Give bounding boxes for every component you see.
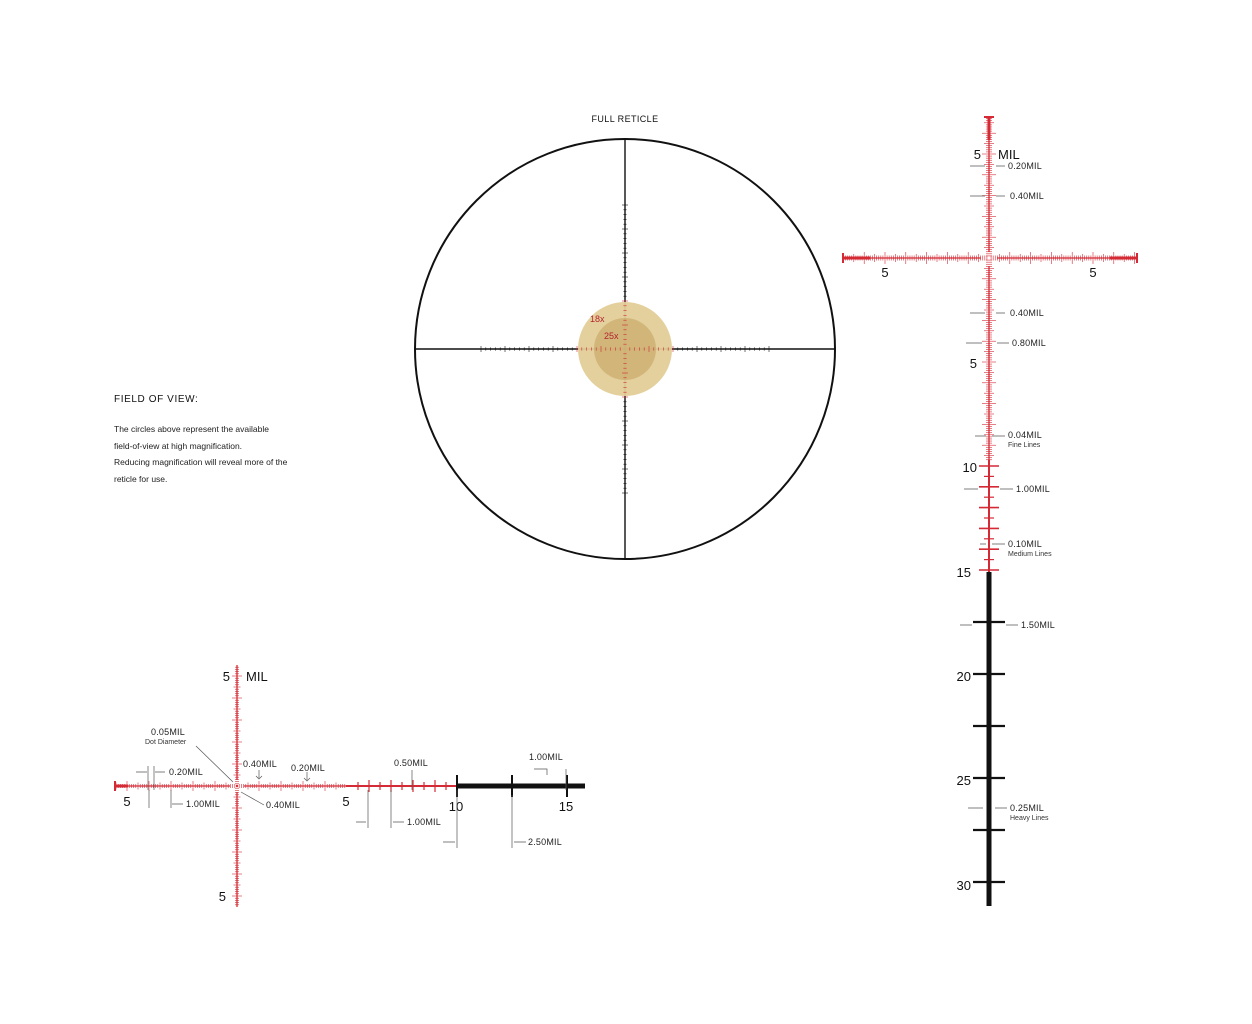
bottom-callout-lines: [136, 745, 567, 848]
fov-line: reticle for use.: [114, 473, 168, 484]
right-callout-080: 0.80MIL: [1012, 338, 1046, 348]
bottom-callout-020a: 0.20MIL: [169, 767, 203, 777]
right-callout-010-sub: Medium Lines: [1008, 551, 1052, 558]
full-reticle-title: FULL RETICLE: [592, 114, 659, 124]
right-callout-004: 0.04MIL: [1008, 430, 1042, 440]
bottom-mid-number: 5: [342, 794, 349, 809]
bottom-left-number: 5: [123, 794, 130, 809]
right-callout-020: 0.20MIL: [1008, 161, 1042, 171]
bottom-callout-100a: 1.00MIL: [529, 752, 563, 762]
right-callout-025: 0.25MIL: [1010, 803, 1044, 813]
right-number-25: 25: [957, 773, 971, 788]
full-reticle-ticks: [480, 204, 770, 494]
right-callout-100: 1.00MIL: [1016, 484, 1050, 494]
right-callout-040b: 0.40MIL: [1010, 308, 1044, 318]
bottom-number-10: 10: [449, 799, 463, 814]
bottom-callout-005-sub: Dot Diameter: [145, 739, 187, 746]
fov-line: The circles above represent the availabl…: [114, 424, 269, 434]
right-unit-label: MIL: [998, 147, 1020, 162]
right-number-20: 20: [957, 669, 971, 684]
fov-25x-label: 25x: [604, 331, 619, 341]
bottom-callout-250: 2.50MIL: [528, 837, 562, 847]
right-right-number: 5: [1089, 265, 1096, 280]
bottom-callout-005: 0.05MIL: [151, 727, 185, 737]
bottom-callout-020b: 0.20MIL: [291, 763, 325, 773]
bottom-callout-050: 0.50MIL: [394, 758, 428, 768]
right-left-number: 5: [881, 265, 888, 280]
fov-line: field-of-view at high magnification.: [114, 440, 243, 451]
right-callout-lines: [960, 165, 1018, 809]
fov-18x-label: 18x: [590, 314, 605, 324]
bottom-callout-100b: 1.00MIL: [186, 799, 220, 809]
right-callout-010: 0.10MIL: [1008, 539, 1042, 549]
bottom-unit-label: MIL: [246, 669, 268, 684]
right-callout-025-sub: Heavy Lines: [1010, 815, 1049, 822]
fov-25x-circle: [594, 318, 656, 380]
right-number-30: 30: [957, 878, 971, 893]
right-top-number: 5: [974, 147, 981, 162]
bottom-callout-040b: 0.40MIL: [266, 800, 300, 810]
right-mid-number: 5: [970, 356, 977, 371]
field-of-view-heading: FIELD OF VIEW:: [114, 394, 199, 405]
full-center-ticks: [576, 300, 674, 398]
fov-line: Reducing magnification will reveal more …: [114, 457, 288, 467]
right-number-10: 10: [963, 460, 977, 475]
bottom-number-15: 15: [559, 799, 573, 814]
bottom-callout-040a: 0.40MIL: [243, 759, 277, 769]
field-of-view-description: The circles above represent the availabl…: [114, 421, 334, 487]
bottom-top-number: 5: [223, 669, 230, 684]
right-callout-040a: 0.40MIL: [1010, 191, 1044, 201]
right-callout-004-sub: Fine Lines: [1008, 442, 1041, 449]
bottom-center-dot: [235, 784, 239, 788]
right-detail-ticks: [842, 116, 1138, 884]
bottom-bottom-number: 5: [219, 889, 226, 904]
bottom-callout-100c: 1.00MIL: [407, 817, 441, 827]
right-callout-150: 1.50MIL: [1021, 620, 1055, 630]
right-number-15: 15: [957, 565, 971, 580]
